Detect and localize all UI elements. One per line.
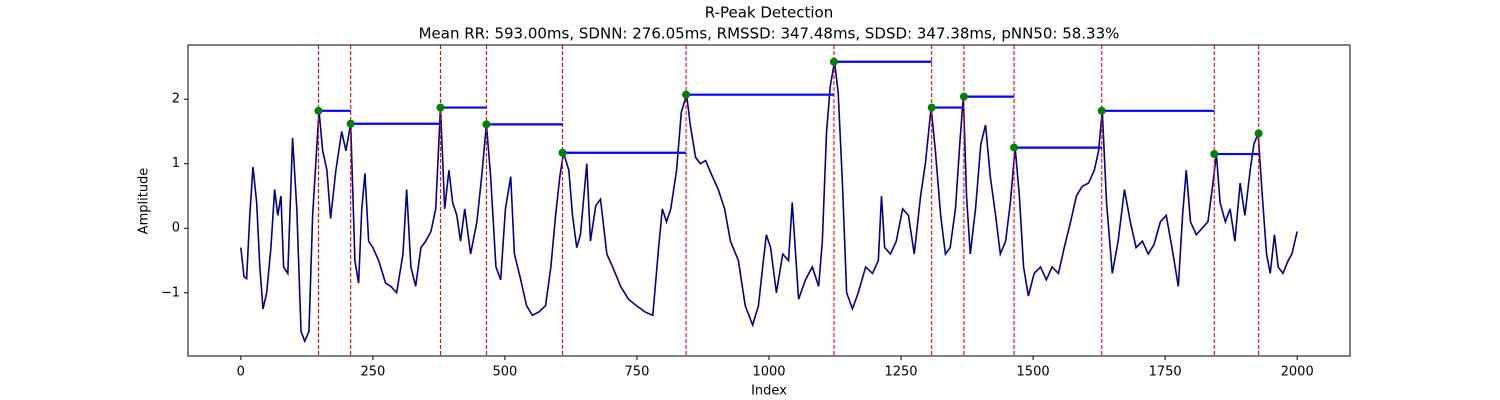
y-tick-label: 2: [172, 92, 180, 107]
r-peak: [1254, 129, 1263, 138]
r-peak: [1097, 106, 1106, 115]
x-tick-label: 500: [492, 365, 517, 380]
x-tick-label: 1250: [884, 365, 917, 380]
r-peak: [829, 57, 838, 66]
r-peak: [927, 103, 936, 112]
chart-title: R-Peak Detection: [705, 4, 833, 22]
x-axis-label: Index: [751, 384, 787, 399]
x-tick-label: 1500: [1017, 365, 1050, 380]
r-peak: [314, 106, 323, 115]
x-tick-label: 1750: [1149, 365, 1182, 380]
r-peak: [1010, 143, 1019, 152]
y-axis-label: Amplitude: [137, 168, 152, 235]
x-tick-label: 2000: [1281, 365, 1314, 380]
y-tick-label: 1: [172, 156, 180, 171]
r-peak: [346, 119, 355, 128]
r-peak: [436, 103, 445, 112]
x-tick-label: 750: [625, 365, 650, 380]
x-tick-label: 250: [360, 365, 385, 380]
signal-line: [240, 61, 1298, 344]
y-tick-label: 0: [172, 221, 180, 236]
y-tick-label: −1: [161, 285, 180, 300]
chart-subtitle: Mean RR: 593.00ms, SDNN: 276.05ms, RMSSD…: [419, 25, 1120, 43]
r-peak: [1210, 150, 1219, 159]
x-tick-label: 0: [237, 365, 245, 380]
r-peak: [558, 148, 567, 157]
r-peak: [959, 92, 968, 101]
r-peak: [682, 90, 691, 99]
x-tick-label: 1000: [752, 365, 785, 380]
r-peak: [482, 120, 491, 129]
